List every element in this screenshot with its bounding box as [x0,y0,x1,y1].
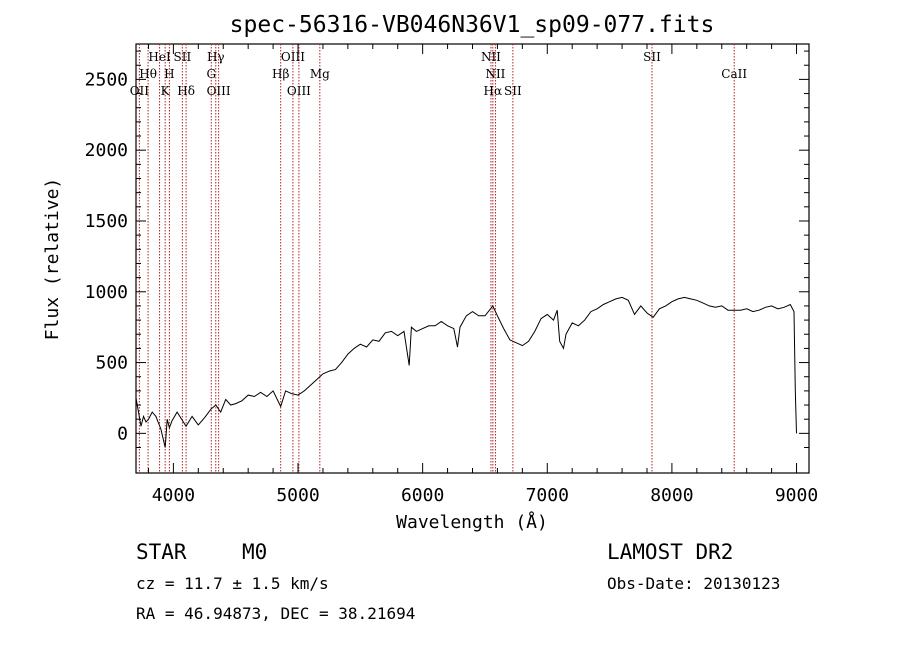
spectral-marker-labels: OIIHθHeIKHSIIHδHγGOIIIHβOIIIOIIIMgNIINII… [130,50,748,98]
marker-label-15: NII [485,67,505,81]
x-axis-ticks: 4000 5000 6000 7000 8000 9000 [147,44,818,506]
marker-label-4: H [164,67,174,81]
marker-label-0: OII [130,84,150,98]
plot-area: OIIHθHeIKHSIIHδHγGOIIIHβOIIIOIIIMgNIINII… [130,43,810,474]
y-tick-label-1: 500 [95,353,128,374]
object-class: STAR [136,540,187,564]
coordinates: RA = 46.94873, DEC = 38.21694 [136,604,415,623]
x-tick-label-5: 9000 [775,485,818,506]
marker-label-7: Hγ [207,50,225,64]
marker-label-16: Hα [484,84,503,98]
plot-frame [135,43,810,474]
marker-label-5: SII [174,50,192,64]
y-tick-label-4: 2000 [85,140,128,161]
marker-label-13: Mg [310,67,330,81]
marker-label-11: OIII [281,50,305,64]
marker-label-9: OIII [207,84,231,98]
marker-label-8: G [206,67,216,81]
y-axis-ticks: 0 500 1000 1500 2000 2500 [85,50,809,449]
marker-label-19: CaII [721,67,747,81]
chart-title: spec-56316-VB046N36V1_sp09-077.fits [230,12,715,38]
y-axis-label: Flux (relative) [42,178,63,341]
marker-label-3: K [161,84,171,98]
marker-label-10: Hβ [272,67,289,81]
y-tick-label-5: 2500 [85,69,128,90]
observation-date: Obs-Date: 20130123 [607,574,780,593]
y-tick-label-3: 1500 [85,211,128,232]
spectrum-line [135,296,797,448]
marker-label-6: Hδ [177,84,195,98]
survey-name: LAMOST DR2 [607,540,733,564]
x-tick-label-2: 6000 [401,485,444,506]
spectral-marker-lines [138,44,735,473]
y-tick-label-2: 1000 [85,282,128,303]
x-tick-label-4: 8000 [650,485,693,506]
marker-label-14: NII [481,50,501,64]
redshift-cz: cz = 11.7 ± 1.5 km/s [136,574,329,593]
y-tick-label-0: 0 [117,423,128,444]
marker-label-2: HeI [148,50,171,64]
x-tick-label-3: 7000 [526,485,569,506]
x-tick-label-0: 4000 [152,485,195,506]
marker-label-17: SII [504,84,522,98]
marker-label-1: Hθ [139,67,157,81]
x-tick-label-1: 5000 [276,485,319,506]
marker-label-12: OIII [287,84,311,98]
marker-label-18: SII [643,50,661,64]
object-subclass: M0 [242,540,267,564]
x-axis-label: Wavelength (Å) [396,511,548,533]
